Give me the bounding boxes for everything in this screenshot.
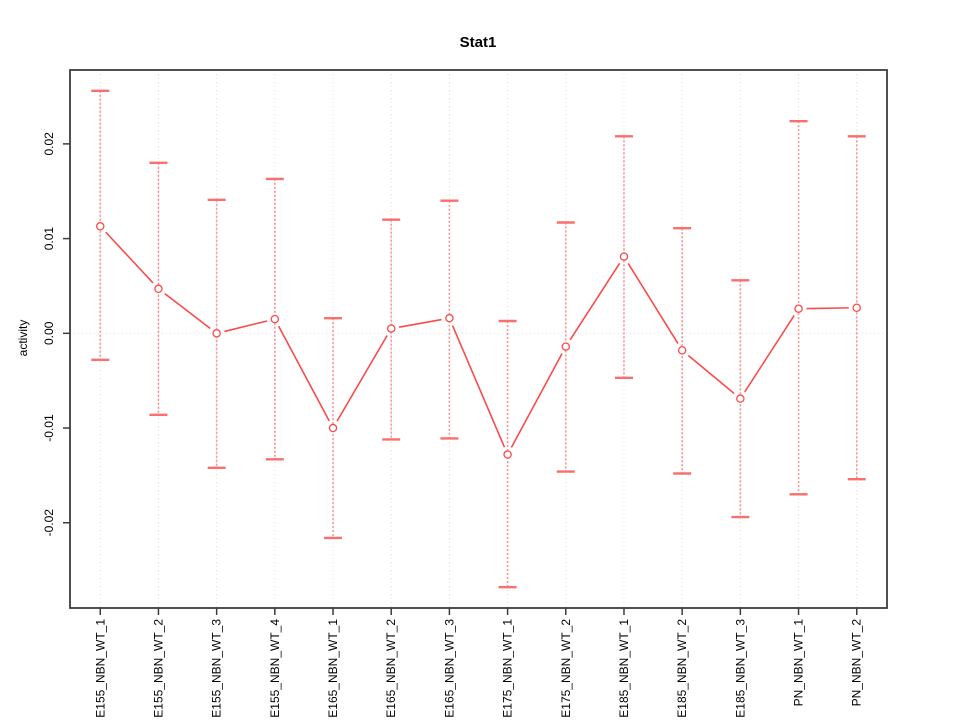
y-tick-label: -0.02: [42, 509, 56, 537]
x-tick-label: PN_NBN_WT_1: [792, 619, 806, 707]
x-tick-label: E165_NBN_WT_1: [326, 619, 340, 718]
x-tick-label: E175_NBN_WT_2: [559, 619, 573, 718]
series-line: [105, 231, 849, 448]
data-marker: [386, 324, 396, 333]
y-tick-label: 0.00: [42, 321, 56, 345]
plot-border: [69, 69, 888, 609]
data-markers: [96, 222, 861, 459]
y-tick-label: -0.01: [42, 414, 56, 442]
data-marker: [561, 342, 571, 351]
data-marker: [445, 313, 454, 323]
x-tick-label: E155_NBN_WT_2: [151, 619, 165, 718]
series-segment: [687, 354, 735, 395]
x-tick-label: PN_NBN_WT_2: [850, 619, 864, 707]
series-segment: [105, 231, 154, 284]
data-marker: [328, 423, 338, 433]
series-segment: [569, 262, 621, 341]
series-segment: [744, 314, 795, 393]
x-tick-label: E165_NBN_WT_2: [384, 619, 398, 718]
x-tick-label: E155_NBN_WT_1: [93, 619, 107, 718]
series-segment: [224, 320, 268, 333]
data-marker: [794, 304, 803, 313]
data-marker: [212, 329, 221, 338]
series-segment: [627, 262, 679, 344]
data-marker: [154, 284, 163, 294]
error-bars: [91, 89, 866, 589]
x-tick-label: E155_NBN_WT_3: [210, 619, 224, 718]
series-segment: [164, 293, 211, 330]
data-marker: [619, 252, 629, 261]
x-tick-label: E185_NBN_WT_3: [733, 619, 747, 718]
series-segment: [451, 325, 506, 448]
chart-title: Stat1: [460, 34, 497, 51]
y-tick-label: 0.01: [42, 227, 56, 251]
data-marker: [736, 394, 745, 403]
x-tick-label: E165_NBN_WT_3: [442, 619, 456, 718]
x-tick-label: E185_NBN_WT_1: [617, 619, 631, 718]
data-marker: [270, 314, 280, 324]
x-tick-label: E185_NBN_WT_2: [675, 619, 689, 718]
y-tick-label: 0.02: [42, 132, 56, 156]
series-segment: [806, 307, 849, 310]
series-segment: [336, 335, 388, 422]
series-segment: [510, 353, 563, 448]
data-marker: [677, 346, 687, 355]
x-tick-label: E155_NBN_WT_4: [268, 619, 282, 718]
data-marker: [852, 303, 861, 312]
series-segment: [277, 325, 330, 422]
series-segment: [398, 318, 442, 328]
x-tick-label: E175_NBN_WT_1: [501, 619, 515, 718]
gridlines: [70, 70, 887, 608]
data-marker: [503, 450, 512, 459]
axis-tick-labels: -0.02 -0.01 0.00 0.01 0.02 E155_NBN_WT_1 E155_…: [42, 132, 864, 718]
axes: [63, 69, 888, 615]
data-marker: [96, 222, 105, 231]
y-axis-title: activity: [16, 320, 30, 357]
